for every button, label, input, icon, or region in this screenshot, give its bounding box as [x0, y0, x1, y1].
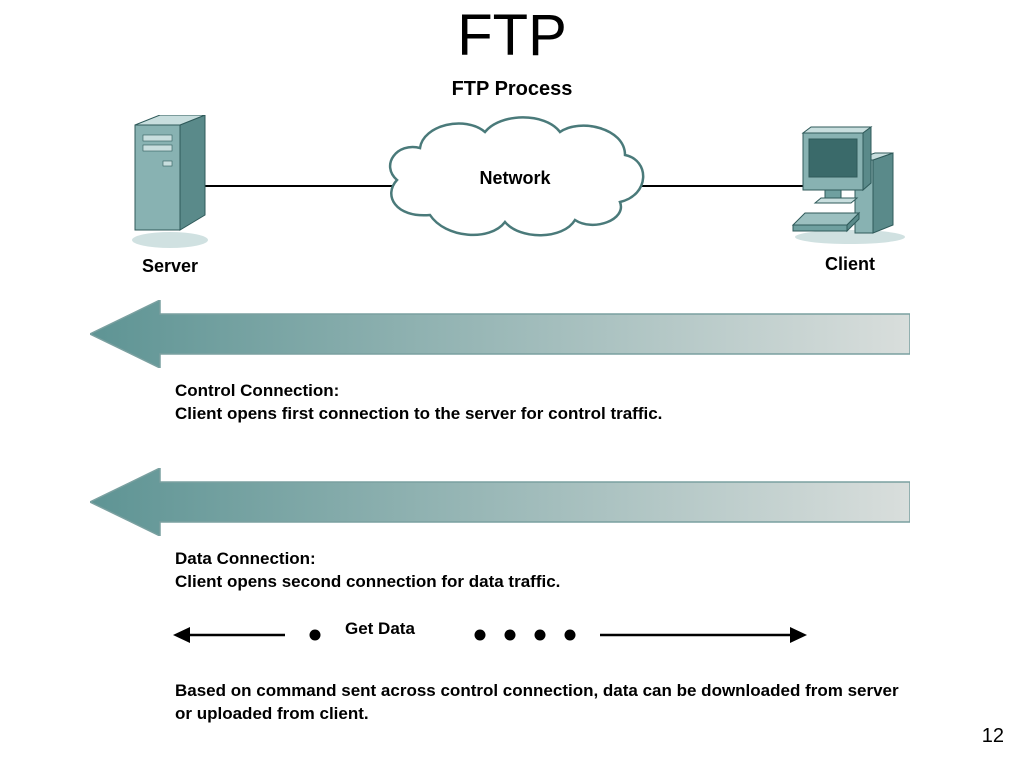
control-body: Client opens first connection to the ser… — [175, 404, 662, 423]
slide-subtitle: FTP Process — [0, 78, 1024, 101]
data-heading: Data Connection: — [175, 549, 316, 568]
cloud-label: Network — [375, 168, 655, 189]
data-body: Client opens second connection for data … — [175, 572, 560, 591]
topology-diagram: Server Network — [85, 100, 940, 290]
server-label: Server — [115, 256, 225, 277]
server-node: Server — [115, 115, 225, 277]
cloud-node: Network — [375, 110, 655, 265]
footer-text: Based on command sent across control con… — [175, 680, 905, 726]
get-data-label: Get Data — [345, 619, 415, 639]
data-connection-text: Data Connection: Client opens second con… — [175, 548, 905, 594]
slide: FTP FTP Process Server — [0, 0, 1024, 768]
control-connection-text: Control Connection: Client opens first c… — [175, 380, 905, 426]
client-label: Client — [785, 254, 915, 275]
get-data-arrows-icon — [170, 615, 810, 655]
data-connection-arrow — [90, 468, 910, 536]
control-heading: Control Connection: — [175, 381, 339, 400]
client-node: Client — [785, 125, 915, 275]
control-connection-arrow — [90, 300, 910, 368]
slide-number: 12 — [982, 725, 1004, 748]
client-pc-icon — [785, 125, 915, 245]
server-icon — [125, 115, 215, 250]
get-data-row: Get Data — [170, 615, 810, 655]
slide-title: FTP — [0, 2, 1024, 69]
